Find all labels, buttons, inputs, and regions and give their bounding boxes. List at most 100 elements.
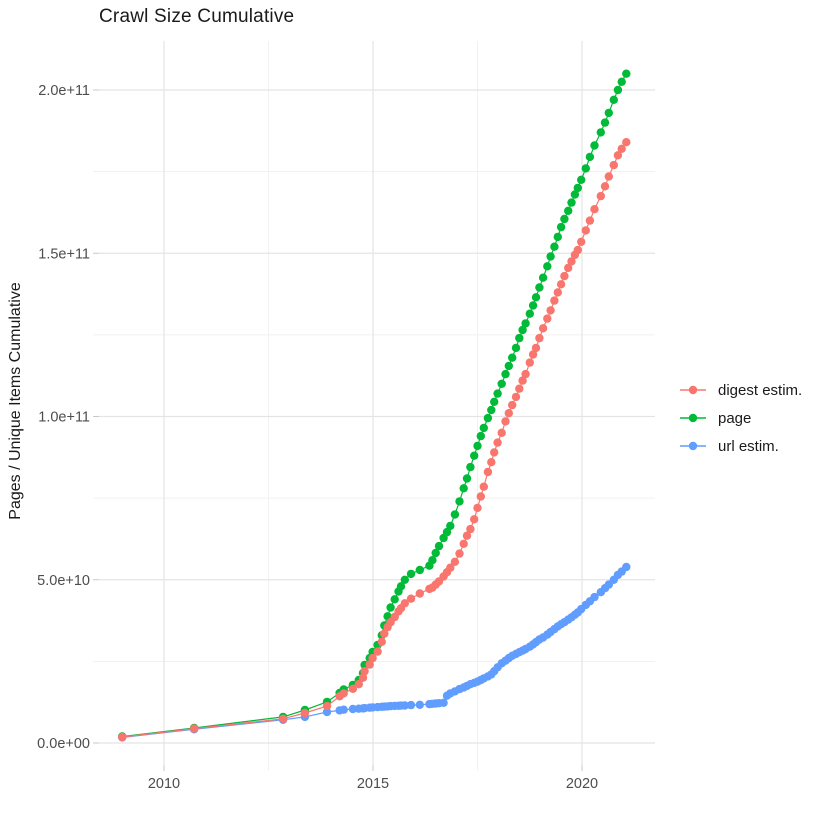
data-point (339, 689, 348, 698)
legend-label: url estim. (718, 437, 779, 455)
data-point (400, 599, 409, 608)
data-point (567, 257, 576, 266)
data-point (600, 118, 610, 127)
data-point (380, 629, 389, 638)
chart-title: Crawl Size Cumulative (99, 6, 295, 27)
data-point (564, 206, 573, 215)
data-point (560, 214, 569, 224)
data-point (518, 376, 527, 385)
data-point (613, 85, 623, 95)
data-point (406, 700, 416, 710)
data-point (483, 413, 493, 423)
data-point (431, 548, 440, 558)
data-point (501, 417, 510, 426)
data-point (531, 343, 541, 353)
data-point (446, 521, 455, 531)
data-point (377, 637, 386, 646)
data-point (617, 144, 626, 153)
legend-label: digest estim. (718, 381, 803, 399)
data-point (490, 397, 499, 406)
data-point (470, 515, 479, 524)
data-point (406, 594, 416, 603)
data-point (400, 575, 409, 584)
legend: digest estim. page url estim. (678, 381, 803, 455)
data-point (493, 438, 502, 447)
data-point (487, 458, 496, 467)
data-point (322, 701, 332, 711)
data-point (546, 306, 555, 315)
data-point (339, 705, 348, 714)
data-point (521, 319, 530, 328)
data-point (577, 175, 586, 184)
data-point (573, 245, 582, 255)
legend-key-icon-digest-estim (680, 385, 706, 395)
data-point (560, 271, 569, 281)
legend-label: page (718, 409, 752, 427)
data-point (459, 484, 468, 493)
data-point (585, 152, 595, 162)
data-point (473, 441, 482, 451)
data-point (442, 527, 452, 537)
data-point (596, 191, 605, 201)
data-point (531, 293, 541, 302)
x-tick-label: 2015 (357, 776, 389, 792)
data-point (525, 358, 534, 367)
data-point (450, 557, 460, 566)
data-point (590, 205, 599, 214)
data-point (462, 474, 472, 483)
data-point (515, 384, 524, 393)
data-point (428, 556, 437, 565)
data-point (459, 539, 468, 548)
data-point (501, 369, 510, 379)
data-point (528, 301, 538, 310)
data-point (617, 77, 626, 87)
data-point (515, 333, 524, 343)
data-point (504, 409, 513, 418)
data-point (406, 569, 416, 579)
data-point (622, 69, 631, 78)
data-point (556, 280, 566, 289)
data-point (604, 172, 613, 181)
data-point (600, 182, 610, 191)
data-point (521, 369, 530, 379)
data-point (604, 108, 613, 118)
data-point (358, 673, 368, 682)
y-tick-label: 1.5e+11 (38, 246, 90, 262)
y-tick-label: 5.0e+10 (37, 573, 90, 589)
y-tick-label: 2.0e+11 (38, 83, 90, 99)
data-point (550, 242, 559, 251)
data-point (487, 405, 496, 415)
series-line-digest-estim- (122, 141, 627, 738)
data-point (386, 603, 395, 612)
legend-item-page: page (678, 409, 802, 427)
data-point (446, 563, 455, 572)
data-point (483, 467, 493, 477)
data-point (553, 232, 562, 242)
legend-item-digest-estim: digest estim. (678, 381, 803, 399)
data-point (479, 423, 488, 433)
y-tick-label: 1.0e+11 (38, 410, 90, 426)
data-point (473, 503, 482, 513)
data-point (354, 680, 363, 689)
data-point (470, 451, 479, 460)
data-point (462, 531, 472, 540)
data-point (396, 582, 406, 591)
data-point (556, 222, 566, 232)
data-point (348, 684, 358, 693)
legend-key-icon-page (680, 413, 706, 423)
data-point (497, 379, 506, 388)
data-point (622, 138, 631, 147)
data-point (581, 164, 590, 173)
data-point (528, 350, 538, 359)
legend-key-icon-url-estim (680, 441, 706, 451)
y-tick-label: 0.0e+00 (37, 736, 90, 752)
data-point (511, 343, 521, 353)
legend-item-url-estim: url estim. (678, 437, 802, 455)
data-point (466, 524, 475, 534)
data-point (373, 647, 382, 656)
data-point (585, 216, 595, 225)
data-point (415, 565, 424, 575)
data-point (511, 392, 521, 402)
data-point (546, 252, 555, 261)
